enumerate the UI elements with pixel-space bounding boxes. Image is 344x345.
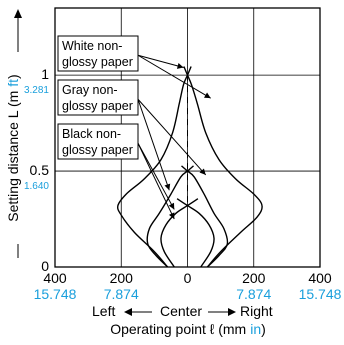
annotation-text: glossy paper [62,99,133,113]
white-paper-curve-right [183,66,263,268]
x-direction-left: Left [92,303,115,319]
gray-paper-curve-right [181,165,229,268]
annotation-box [57,123,139,160]
leader-line [137,98,207,176]
y-tick-label-feet: 3.281 [24,85,49,96]
gray-paper-curve-left [146,165,194,268]
x-direction-center: Center [160,303,202,319]
chart-grid [54,7,321,268]
annotation-text: glossy paper [62,143,133,157]
y-tick-label: 0.5 [30,162,50,178]
y-tick-label: 0 [41,258,49,274]
y-tick-label-feet: 1.640 [24,181,49,192]
x-direction-right: Right [240,303,273,319]
x-tick-label: 0 [184,270,192,286]
annotation-text: Gray non- [62,83,118,97]
leader-arrowhead [199,168,206,175]
gray-paper-annotation: Gray non-glossy paper [57,79,207,191]
annotation-text: glossy paper [62,55,133,69]
leader-arrowhead [168,202,175,210]
svg-text:Setting distance L (mft): Setting distance L (mft) [5,74,21,221]
leader-line [137,54,184,68]
x-tick-label-inches: 15.748 [34,286,77,302]
x-direction-label: Left Center Right [92,303,273,319]
x-tick-label: 200 [110,270,134,286]
x-tick-label-inches: 15.748 [299,286,342,302]
annotation-box [57,35,139,72]
leader-arrowhead [164,183,171,191]
x-tick-label: 400 [308,270,332,286]
leader-line [137,54,211,99]
annotation-text: White non- [62,39,122,53]
white-paper-annotation: White non-glossy paper [57,35,211,99]
leader-line [137,99,170,191]
white-paper-curve-left [117,66,192,268]
annotation-text: Black non- [62,127,121,141]
annotation-box [57,79,139,116]
y-axis-label: Setting distance L (mft) [5,74,21,221]
leader-line [137,143,175,210]
leader-arrowhead [176,63,184,69]
x-tick-label: 400 [43,270,67,286]
chart-curves [117,66,263,268]
leader-arrowhead [168,212,175,220]
x-tick-label: 200 [242,270,266,286]
x-tick-label-inches: 7.874 [104,286,139,302]
leader-arrowhead [203,92,211,99]
x-tick-label-inches: 7.874 [236,286,271,302]
black-paper-annotation: Black non-glossy paper [57,123,175,220]
y-tick-label: 1 [41,66,49,82]
leader-line [137,143,175,220]
x-axis-label: Operating point ℓ (mm in) [110,321,266,337]
black-paper-curve-right [176,198,215,268]
y-axis-arrowhead [14,9,22,18]
